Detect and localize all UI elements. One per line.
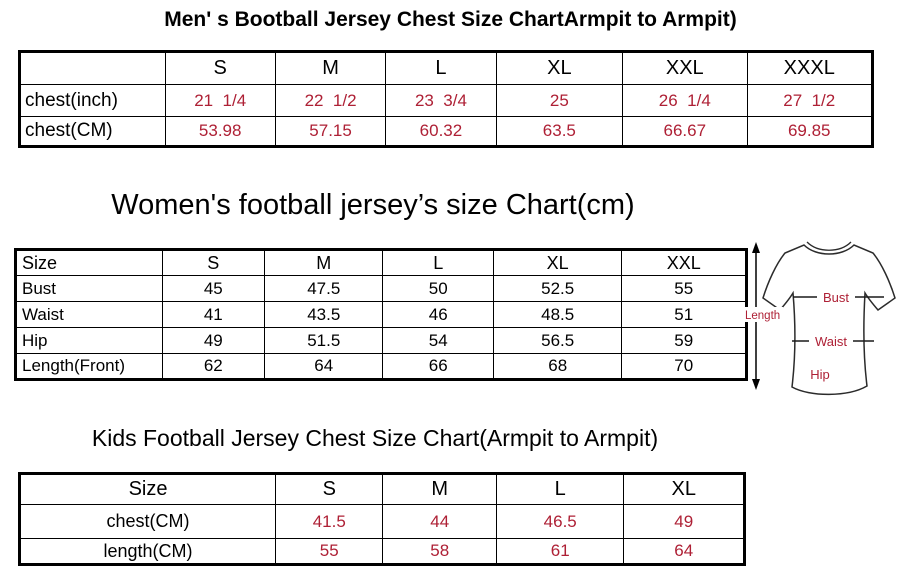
column-header: XL xyxy=(623,473,745,505)
collar-line xyxy=(806,241,852,251)
column-header: Size xyxy=(15,249,163,276)
column-header xyxy=(19,51,166,85)
value-cell: 44 xyxy=(382,504,497,539)
value-cell: 25 xyxy=(495,84,624,117)
value-cell: 51.5 xyxy=(263,327,384,354)
column-header: M xyxy=(382,473,497,505)
value-cell: 21 1/4 xyxy=(164,84,276,117)
value-cell: 58 xyxy=(382,538,497,565)
kids-size-table: Size S M L XL chest(CM) 41.5 44 46.5 49 length(CM)… xyxy=(18,472,746,566)
value-cell: 46 xyxy=(382,301,494,328)
mens-size-table: S M L XL XXL XXXL chest(inch) 21 1/4 22 1/2 23 3/… xyxy=(18,50,874,148)
row-label: Waist xyxy=(15,301,163,328)
row-label: chest(CM) xyxy=(18,504,277,539)
value-cell: 55 xyxy=(621,275,747,302)
value-cell: 49 xyxy=(161,327,266,354)
value-cell: 45 xyxy=(161,275,266,302)
mens-chart-title: Men' s Bootball Jersey Chest Size ChartA… xyxy=(164,8,737,31)
column-header: S xyxy=(161,249,266,276)
length-arrow-bottom-icon xyxy=(752,379,760,390)
value-cell: 43.5 xyxy=(263,301,384,328)
column-header: XXL xyxy=(621,249,747,276)
waist-label: Waist xyxy=(815,334,847,349)
table-row: length(CM) 55 58 61 64 xyxy=(18,538,745,565)
row-label: chest(inch) xyxy=(19,84,166,117)
womens-chart-title: Women's football jersey’s size Chart(cm) xyxy=(111,189,635,221)
length-arrow-top-icon xyxy=(752,242,760,253)
table-row: Waist 41 43.5 46 48.5 51 xyxy=(15,301,747,328)
value-cell: 49 xyxy=(623,504,745,539)
value-cell: 70 xyxy=(621,353,747,380)
length-label: Length xyxy=(745,310,780,322)
column-header: L xyxy=(385,51,497,85)
value-cell: 47.5 xyxy=(263,275,384,302)
value-cell: 64 xyxy=(263,353,384,380)
value-cell: 23 3/4 xyxy=(385,84,497,117)
bust-label: Bust xyxy=(823,290,849,305)
value-cell: 64 xyxy=(623,538,745,565)
hip-label: Hip xyxy=(810,367,830,382)
column-header: Size xyxy=(18,473,277,505)
column-header: L xyxy=(382,249,494,276)
womens-size-table: Size S M L XL XXL Bust 45 47.5 50 52.5 55 Waist 41 43.… xyxy=(14,248,748,381)
value-cell: 60.32 xyxy=(385,116,497,147)
value-cell: 52.5 xyxy=(492,275,623,302)
value-cell: 22 1/2 xyxy=(274,84,387,117)
value-cell: 26 1/4 xyxy=(622,84,748,117)
value-cell: 55 xyxy=(275,538,384,565)
value-cell: 63.5 xyxy=(495,116,624,147)
row-label: length(CM) xyxy=(18,538,277,565)
table-row: Length(Front) 62 64 66 68 70 xyxy=(15,353,747,380)
header-row: S M L XL XXL XXXL xyxy=(19,51,873,85)
row-label: Hip xyxy=(15,327,163,354)
column-header: XXL xyxy=(622,51,748,85)
column-header: M xyxy=(274,51,387,85)
header-row: Size S M L XL xyxy=(18,473,745,505)
tshirt-measurement-diagram: Length Bust Waist Hip xyxy=(743,241,896,396)
value-cell: 57.15 xyxy=(274,116,387,147)
column-header: M xyxy=(263,249,384,276)
value-cell: 46.5 xyxy=(495,504,625,539)
value-cell: 66 xyxy=(382,353,494,380)
table-row: chest(inch) 21 1/4 22 1/2 23 3/4 25 26 1/4 27 … xyxy=(19,84,873,117)
value-cell: 41.5 xyxy=(275,504,384,539)
value-cell: 50 xyxy=(382,275,494,302)
value-cell: 62 xyxy=(161,353,266,380)
value-cell: 59 xyxy=(621,327,747,354)
value-cell: 53.98 xyxy=(164,116,276,147)
row-label: Length(Front) xyxy=(15,353,163,380)
value-cell: 68 xyxy=(492,353,623,380)
row-label: Bust xyxy=(15,275,163,302)
tshirt-outline xyxy=(762,244,896,396)
table-row: Hip 49 51.5 54 56.5 59 xyxy=(15,327,747,354)
column-header: XXXL xyxy=(746,51,873,85)
value-cell: 48.5 xyxy=(492,301,623,328)
column-header: XL xyxy=(495,51,624,85)
table-row: Bust 45 47.5 50 52.5 55 xyxy=(15,275,747,302)
value-cell: 66.67 xyxy=(622,116,748,147)
kids-chart-title: Kids Football Jersey Chest Size Chart(Ar… xyxy=(91,425,659,451)
row-label: chest(CM) xyxy=(19,116,166,147)
column-header: L xyxy=(495,473,625,505)
value-cell: 54 xyxy=(382,327,494,354)
value-cell: 69.85 xyxy=(746,116,873,147)
column-header: S xyxy=(164,51,276,85)
column-header: XL xyxy=(492,249,623,276)
value-cell: 56.5 xyxy=(492,327,623,354)
value-cell: 27 1/2 xyxy=(746,84,873,117)
value-cell: 41 xyxy=(161,301,266,328)
table-row: chest(CM) 41.5 44 46.5 49 xyxy=(18,504,745,539)
header-row: Size S M L XL XXL xyxy=(15,249,747,276)
value-cell: 51 xyxy=(621,301,747,328)
value-cell: 61 xyxy=(495,538,625,565)
table-row: chest(CM) 53.98 57.15 60.32 63.5 66.67 69.85 xyxy=(19,116,873,147)
column-header: S xyxy=(275,473,384,505)
length-label-bg xyxy=(743,307,783,322)
